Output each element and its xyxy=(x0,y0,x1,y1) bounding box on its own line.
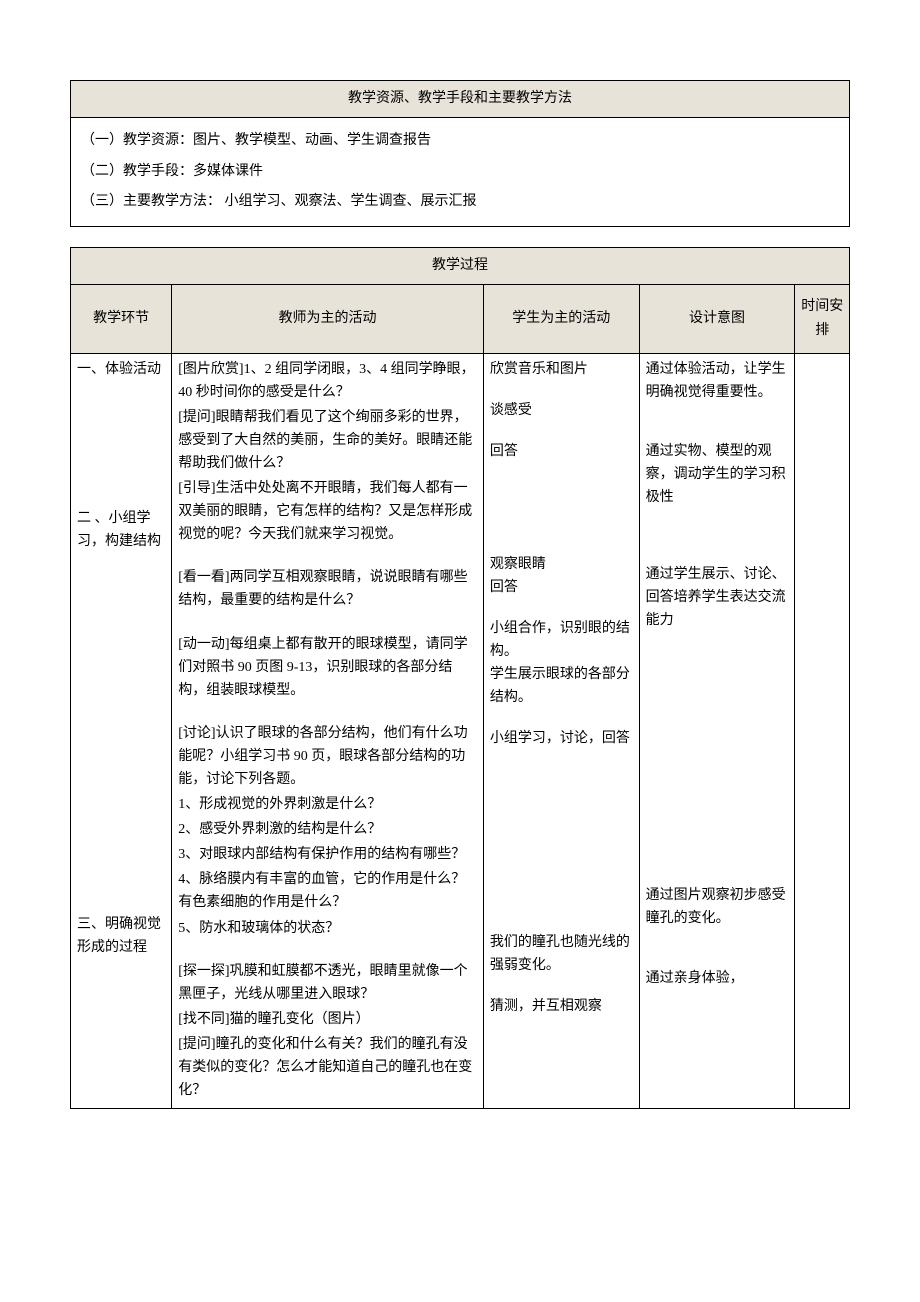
teacher-q5: 5、防水和玻璃体的状态？ xyxy=(178,917,477,940)
process-title: 教学过程 xyxy=(71,248,850,285)
teacher-p1: [图片欣赏]1、2 组同学闭眼，3、4 组同学睁眼，40 秒时间你的感受是什么？ xyxy=(178,358,477,404)
student-cell: 欣赏音乐和图片 谈感受 回答 观察眼睛 回答 小组合作，识别眼的结构。 学生展示… xyxy=(483,353,639,1109)
teacher-cell: [图片欣赏]1、2 组同学闭眼，3、4 组同学睁眼，40 秒时间你的感受是什么？… xyxy=(172,353,484,1109)
student-s1: 欣赏音乐和图片 xyxy=(490,358,633,381)
teacher-p7: [探一探]巩膜和虹膜都不透光，眼睛里就像一个黑匣子，光线从哪里进入眼球？ xyxy=(178,960,477,1006)
intent-i1: 通过体验活动，让学生明确视觉得重要性。 xyxy=(646,358,789,404)
teacher-p4: [看一看]两同学互相观察眼睛，说说眼睛有哪些结构，最重要的结构是什么？ xyxy=(178,566,477,612)
resource-line-1: （一）教学资源：图片、教学模型、动画、学生调查报告 xyxy=(81,126,839,157)
teacher-p2: [提问]眼睛帮我们看见了这个绚丽多彩的世界，感受到了大自然的美丽，生命的美好。眼… xyxy=(178,406,477,475)
teacher-p8: [找不同]猫的瞳孔变化（图片） xyxy=(178,1008,477,1031)
process-table: 教学过程 教学环节 教师为主的活动 学生为主的活动 设计意图 时间安排 一、体验… xyxy=(70,247,850,1109)
teacher-q3: 3、对眼球内部结构有保护作用的结构有哪些？ xyxy=(178,843,477,866)
student-s6: 小组合作，识别眼的结构。 xyxy=(490,617,633,663)
resource-line-3: （三）主要教学方法： 小组学习、观察法、学生调查、展示汇报 xyxy=(81,187,839,218)
col-header-teacher: 教师为主的活动 xyxy=(172,284,484,353)
table-row: 一、体验活动 二 、小组学习，构建结构 三、明确视觉形成的过程 [图片欣赏]1、… xyxy=(71,353,850,1109)
stage-1: 一、体验活动 xyxy=(77,358,165,381)
intent-cell: 通过体验活动，让学生明确视觉得重要性。 通过实物、模型的观察，调动学生的学习积极… xyxy=(639,353,795,1109)
intent-i2: 通过实物、模型的观察，调动学生的学习积极性 xyxy=(646,440,789,509)
teacher-p5: [动一动]每组桌上都有散开的眼球模型，请同学们对照书 90 页图 9-13，识别… xyxy=(178,633,477,702)
resource-line-2: （二）教学手段：多媒体课件 xyxy=(81,157,839,188)
col-header-intent: 设计意图 xyxy=(639,284,795,353)
intent-i4: 通过图片观察初步感受瞳孔的变化。 xyxy=(646,884,789,930)
student-s5: 回答 xyxy=(490,576,633,599)
student-s4: 观察眼睛 xyxy=(490,553,633,576)
intent-i5: 通过亲身体验， xyxy=(646,967,789,990)
resources-table: 教学资源、教学手段和主要教学方法 （一）教学资源：图片、教学模型、动画、学生调查… xyxy=(70,80,850,227)
intent-i3: 通过学生展示、讨论、回答培养学生表达交流能力 xyxy=(646,563,789,632)
time-cell xyxy=(795,353,850,1109)
student-s9: 我们的瞳孔也随光线的强弱变化。 xyxy=(490,931,633,977)
student-s10: 猜测，并互相观察 xyxy=(490,995,633,1018)
student-s2: 谈感受 xyxy=(490,399,633,422)
col-header-student: 学生为主的活动 xyxy=(483,284,639,353)
resources-title: 教学资源、教学手段和主要教学方法 xyxy=(71,81,850,118)
stage-2: 二 、小组学习，构建结构 xyxy=(77,507,165,553)
process-header-row: 教学环节 教师为主的活动 学生为主的活动 设计意图 时间安排 xyxy=(71,284,850,353)
stage-cell: 一、体验活动 二 、小组学习，构建结构 三、明确视觉形成的过程 xyxy=(71,353,172,1109)
teacher-p6: [讨论]认识了眼球的各部分结构，他们有什么功能呢？小组学习书 90 页，眼球各部… xyxy=(178,722,477,791)
student-s3: 回答 xyxy=(490,440,633,463)
teacher-q2: 2、感受外界刺激的结构是什么？ xyxy=(178,818,477,841)
student-s8: 小组学习，讨论，回答 xyxy=(490,727,633,750)
resources-content: （一）教学资源：图片、教学模型、动画、学生调查报告 （二）教学手段：多媒体课件 … xyxy=(71,117,850,226)
teacher-p3: [引导]生活中处处离不开眼睛，我们每人都有一双美丽的眼睛，它有怎样的结构？又是怎… xyxy=(178,477,477,546)
teacher-q4: 4、脉络膜内有丰富的血管，它的作用是什么？有色素细胞的作用是什么？ xyxy=(178,868,477,914)
student-s7: 学生展示眼球的各部分结构。 xyxy=(490,663,633,709)
stage-3: 三、明确视觉形成的过程 xyxy=(77,913,165,959)
col-header-time: 时间安排 xyxy=(795,284,850,353)
teacher-p9: [提问]瞳孔的变化和什么有关？我们的瞳孔有没有类似的变化？怎么才能知道自己的瞳孔… xyxy=(178,1033,477,1102)
teacher-q1: 1、形成视觉的外界刺激是什么？ xyxy=(178,793,477,816)
col-header-stage: 教学环节 xyxy=(71,284,172,353)
